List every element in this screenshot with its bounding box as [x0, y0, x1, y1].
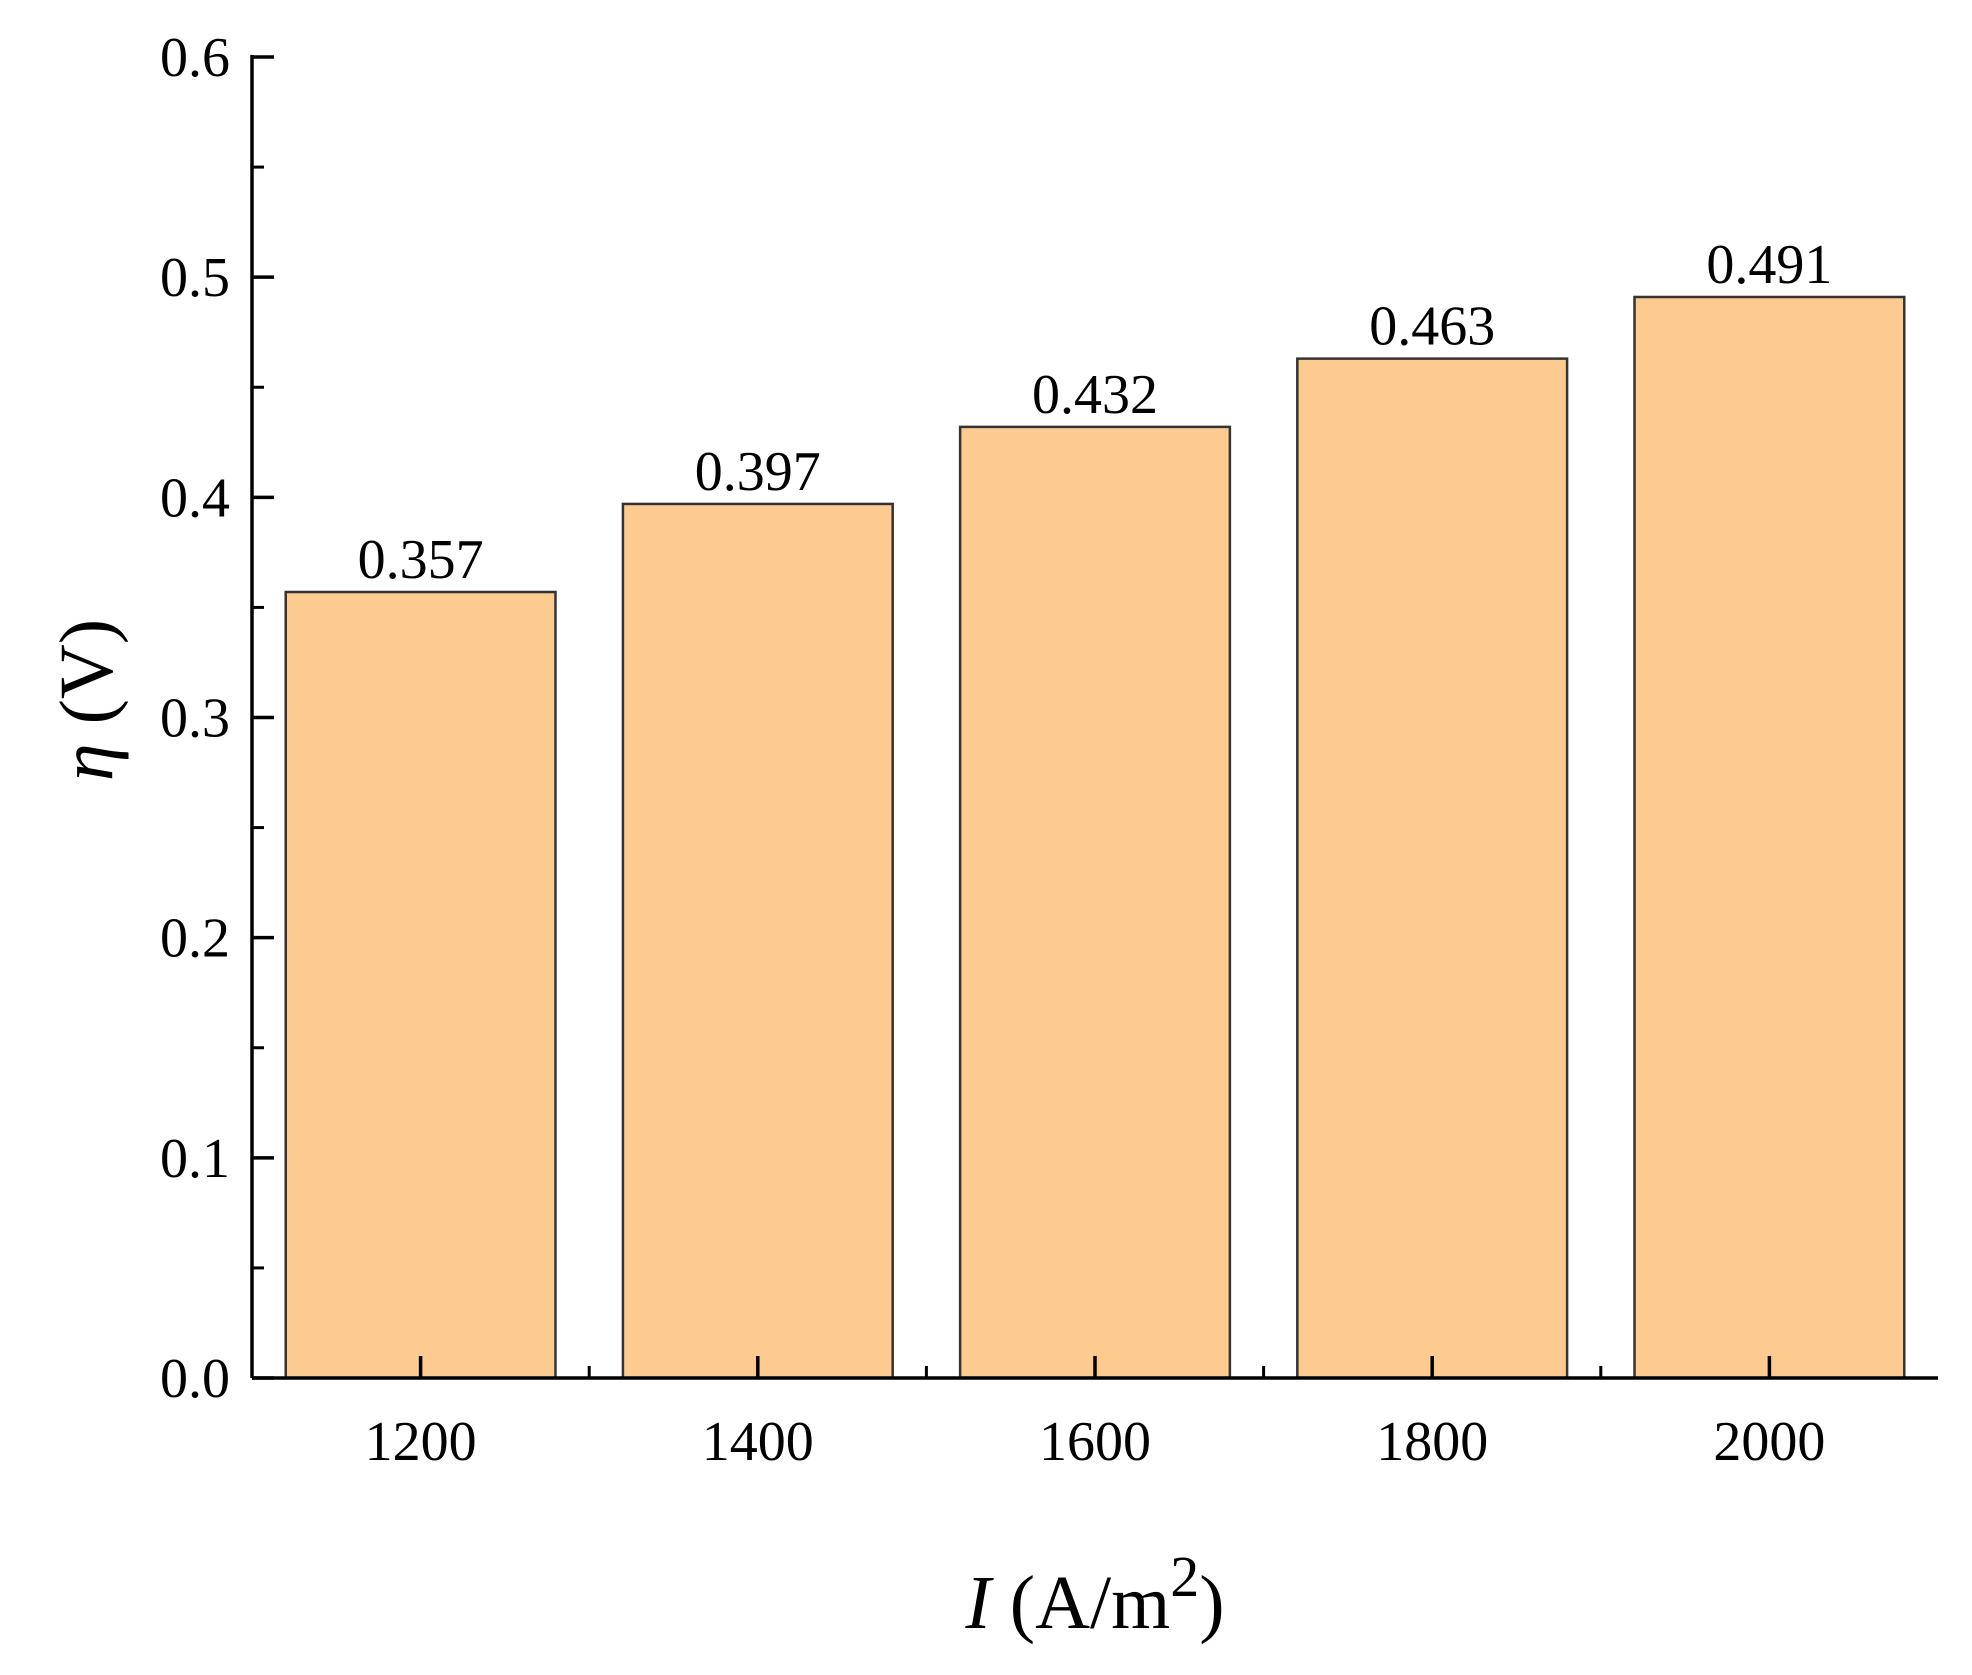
- y-axis-unit: (V): [45, 619, 129, 744]
- y-tick-label-0.0: 0.0: [160, 1348, 230, 1410]
- y-tick-label-0.6: 0.6: [160, 27, 230, 89]
- data-labels-layer: 0.357 0.397 0.432 0.463 0.491: [358, 234, 1833, 591]
- x-tick-label-1400: 1400: [702, 1411, 814, 1473]
- y-tick-label-0.3: 0.3: [160, 688, 230, 750]
- x-axis-symbol: I: [964, 1561, 994, 1645]
- y-axis-title: η (V): [45, 619, 129, 781]
- x-axis-unit-close: ): [1199, 1561, 1224, 1645]
- y-tick-label-0.2: 0.2: [160, 908, 230, 970]
- x-axis-title: I (A/m2): [964, 1544, 1224, 1646]
- x-axis-unit-open: (A/m: [991, 1561, 1170, 1645]
- bar-1200: [284, 590, 557, 1380]
- ticks-layer: 0.0 0.1 0.2 0.3 0.4 0.5 0.6 1200 1400 1600 1800 200…: [160, 27, 1825, 1473]
- bar-1400: [621, 502, 894, 1380]
- x-tick-label-1800: 1800: [1376, 1411, 1488, 1473]
- y-tick-label-0.5: 0.5: [160, 247, 230, 309]
- x-axis-unit-sup: 2: [1170, 1544, 1199, 1609]
- bar-1600: [958, 425, 1232, 1380]
- bar-1800: [1296, 357, 1569, 1380]
- bar-2000: [1633, 295, 1906, 1380]
- data-label-1400: 0.397: [695, 441, 821, 503]
- data-label-1600: 0.432: [1032, 364, 1158, 426]
- bars-layer: [284, 295, 1906, 1380]
- x-tick-label-1200: 1200: [365, 1411, 477, 1473]
- x-tick-label-2000: 2000: [1713, 1411, 1825, 1473]
- y-tick-label-0.4: 0.4: [160, 467, 230, 529]
- x-tick-label-1600: 1600: [1039, 1411, 1151, 1473]
- data-label-2000: 0.491: [1706, 234, 1832, 296]
- y-axis-symbol: η: [45, 743, 129, 781]
- y-tick-label-0.1: 0.1: [160, 1128, 230, 1190]
- data-label-1200: 0.357: [358, 529, 484, 591]
- data-label-1800: 0.463: [1369, 296, 1495, 358]
